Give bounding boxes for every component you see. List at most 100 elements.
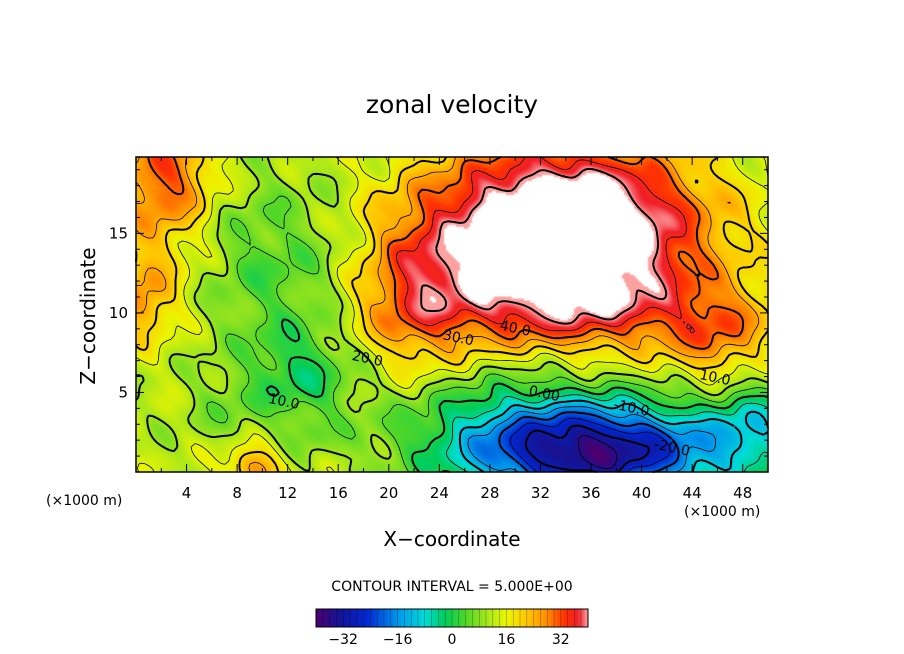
x-tick-label: 16 bbox=[329, 484, 348, 502]
y-tick-label: 5 bbox=[118, 383, 128, 401]
colorbar-swatch bbox=[319, 609, 324, 627]
colorbar-swatch bbox=[523, 609, 528, 627]
colorbar-swatch bbox=[343, 609, 347, 627]
colorbar-swatch bbox=[377, 609, 381, 627]
colorbar-swatch bbox=[581, 609, 585, 627]
colorbar-swatch bbox=[492, 609, 497, 627]
contour-line bbox=[206, 195, 769, 473]
colorbar-swatch bbox=[540, 609, 545, 627]
colorbar-swatch bbox=[407, 609, 412, 627]
colorbar-swatch bbox=[438, 609, 443, 627]
colorbar-swatch bbox=[482, 609, 487, 627]
colorbar-swatch bbox=[554, 609, 558, 627]
colorbar-swatch bbox=[489, 609, 494, 627]
colorbar-swatch bbox=[475, 609, 480, 627]
colorbar-swatch bbox=[516, 609, 521, 627]
colorbar-swatch bbox=[411, 609, 415, 627]
x-axis-label: X−coordinate bbox=[383, 527, 520, 551]
y-axis-ticks: 5 10 15 bbox=[109, 169, 768, 457]
colorbar-swatch bbox=[520, 609, 524, 627]
x-unit-left: (×1000 m) bbox=[46, 493, 122, 509]
contour-line bbox=[509, 417, 671, 473]
colorbar-swatch bbox=[336, 609, 341, 627]
colorbar-swatch bbox=[421, 609, 426, 627]
colorbar-swatch bbox=[448, 609, 453, 627]
colorbar-swatch bbox=[557, 609, 562, 627]
colorbar-swatch bbox=[441, 609, 446, 627]
contour-lines bbox=[135, 156, 769, 473]
colorbar-swatch bbox=[350, 609, 354, 627]
colorbar-swatch bbox=[380, 609, 385, 627]
colorbar-swatch bbox=[397, 609, 402, 627]
colorbar-swatch bbox=[363, 609, 368, 627]
colorbar-swatch bbox=[401, 609, 405, 627]
colorbar-swatch bbox=[533, 609, 538, 627]
colorbar-swatch bbox=[387, 609, 392, 627]
colorbar-swatch bbox=[537, 609, 541, 627]
contour-label: 40.0 bbox=[498, 318, 532, 340]
x-tick-label: 24 bbox=[430, 484, 449, 502]
colorbar-swatch bbox=[550, 609, 555, 627]
colorbar-swatch bbox=[513, 609, 517, 627]
contour-label: 0.00 bbox=[527, 383, 561, 405]
colorbar-swatch bbox=[404, 609, 409, 627]
colorbar-swatch bbox=[564, 609, 568, 627]
colorbar-swatch bbox=[394, 609, 398, 627]
x-tick-label: 12 bbox=[278, 484, 297, 502]
colorbar-swatch bbox=[346, 609, 351, 627]
x-tick-label: 48 bbox=[733, 484, 752, 502]
colorbar-frame bbox=[315, 608, 589, 628]
colorbar-swatch bbox=[373, 609, 378, 627]
colorbar-swatch bbox=[428, 609, 432, 627]
colorbar-swatch bbox=[465, 609, 470, 627]
y-tick-label: 10 bbox=[109, 304, 128, 322]
contour-interval-label: CONTOUR INTERVAL = 5.000E+00 bbox=[331, 579, 572, 595]
colorbar-swatch bbox=[339, 609, 344, 627]
colorbar-swatch bbox=[486, 609, 490, 627]
colorbar-tick-label: 0 bbox=[448, 632, 457, 648]
colorbar-tick-label: 16 bbox=[497, 632, 515, 648]
contour-line bbox=[577, 435, 618, 469]
colorbar-swatch bbox=[431, 609, 436, 627]
colorbar-swatch bbox=[499, 609, 504, 627]
contour-line bbox=[135, 156, 769, 473]
colorbar-swatch bbox=[530, 609, 534, 627]
plot-frame bbox=[135, 156, 769, 473]
colorbar-swatch bbox=[567, 609, 572, 627]
contour-label: -20.0 bbox=[653, 437, 692, 460]
y-tick-label: 15 bbox=[109, 224, 128, 242]
y-axis-label: Z−coordinate bbox=[76, 247, 100, 384]
colorbar-swatch bbox=[458, 609, 463, 627]
contour-line bbox=[396, 156, 696, 334]
colorbar-swatch bbox=[414, 609, 419, 627]
colorbar-swatch bbox=[462, 609, 466, 627]
colorbar-swatch bbox=[577, 609, 582, 627]
colorbar-swatch bbox=[367, 609, 371, 627]
colorbar-swatch bbox=[353, 609, 358, 627]
contour-line bbox=[265, 318, 769, 473]
colorbar-swatch bbox=[469, 609, 473, 627]
contour-label: 30.0 bbox=[441, 327, 475, 349]
contour-line bbox=[420, 168, 668, 325]
colorbar-tick-label: −16 bbox=[383, 632, 413, 648]
colorbar-swatch bbox=[326, 609, 330, 627]
heatmap-field bbox=[136, 157, 768, 472]
contour-label: 10.0 bbox=[698, 367, 732, 389]
colorbar-swatch bbox=[452, 609, 456, 627]
plot-area: 40.030.020.010.010.00.00-10.0-20.0 4 8 12 1… bbox=[109, 156, 769, 502]
colorbar-swatch bbox=[571, 609, 575, 627]
colorbar-swatch bbox=[370, 609, 375, 627]
colorbar-swatch bbox=[479, 609, 483, 627]
colorbar-swatch bbox=[574, 609, 579, 627]
colorbar-swatch bbox=[543, 609, 548, 627]
contour-label: 20.0 bbox=[350, 348, 384, 370]
colorbar-swatch bbox=[509, 609, 514, 627]
colorbar-swatch bbox=[384, 609, 388, 627]
contour-line bbox=[147, 156, 745, 350]
colorbar-swatch bbox=[472, 609, 477, 627]
colorbar-tick-label: 32 bbox=[552, 632, 570, 648]
contour-line bbox=[135, 156, 760, 473]
colorbar-swatch bbox=[547, 609, 551, 627]
x-axis-ticks: 4 8 12 16 20 24 28 32 36 40 44 48 bbox=[160, 157, 752, 502]
